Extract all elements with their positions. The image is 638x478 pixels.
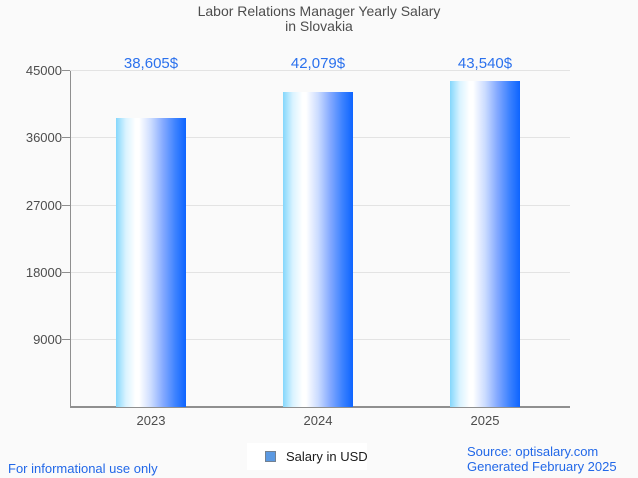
source-link[interactable]: Source: optisalary.com	[467, 444, 599, 459]
bar-2025	[450, 81, 520, 407]
y-axis-line	[70, 70, 71, 407]
y-tick-label: 36000	[25, 130, 62, 146]
bar-2023	[116, 118, 186, 407]
disclaimer-text: For informational use only	[8, 461, 158, 476]
x-tick-label-2024: 2024	[303, 413, 333, 428]
footer-source-block: Source: optisalary.com Generated Februar…	[467, 444, 617, 474]
x-tick-label-2023: 2023	[136, 413, 166, 428]
y-tick-label: 18000	[25, 264, 62, 280]
y-tick-label: 45000	[25, 63, 62, 78]
legend-label: Salary in USD	[286, 449, 368, 464]
y-tick-mark	[62, 339, 70, 341]
chart-title: Labor Relations Manager Yearly Salary in…	[0, 4, 638, 34]
y-tick-mark	[62, 204, 70, 206]
value-label-2024: 42,079$	[290, 55, 346, 72]
generated-date: Generated February 2025	[467, 459, 617, 474]
y-tick-mark	[62, 137, 70, 139]
gridline	[70, 70, 570, 71]
chart-title-line2: in Slovakia	[285, 18, 353, 34]
y-tick-label: 27000	[25, 197, 62, 213]
y-tick-mark	[62, 70, 70, 71]
y-tick-label: 9000	[33, 332, 62, 348]
x-axis-line	[70, 406, 570, 408]
value-label-2025: 43,540$	[457, 55, 513, 72]
bar-2024	[283, 92, 353, 407]
value-label-2023: 38,605$	[123, 55, 179, 72]
legend-marker-icon	[265, 451, 276, 462]
x-tick-label-2025: 2025	[470, 413, 500, 428]
y-tick-mark	[62, 271, 70, 273]
legend: Salary in USD	[247, 443, 368, 470]
chart-title-line1: Labor Relations Manager Yearly Salary	[197, 3, 441, 19]
